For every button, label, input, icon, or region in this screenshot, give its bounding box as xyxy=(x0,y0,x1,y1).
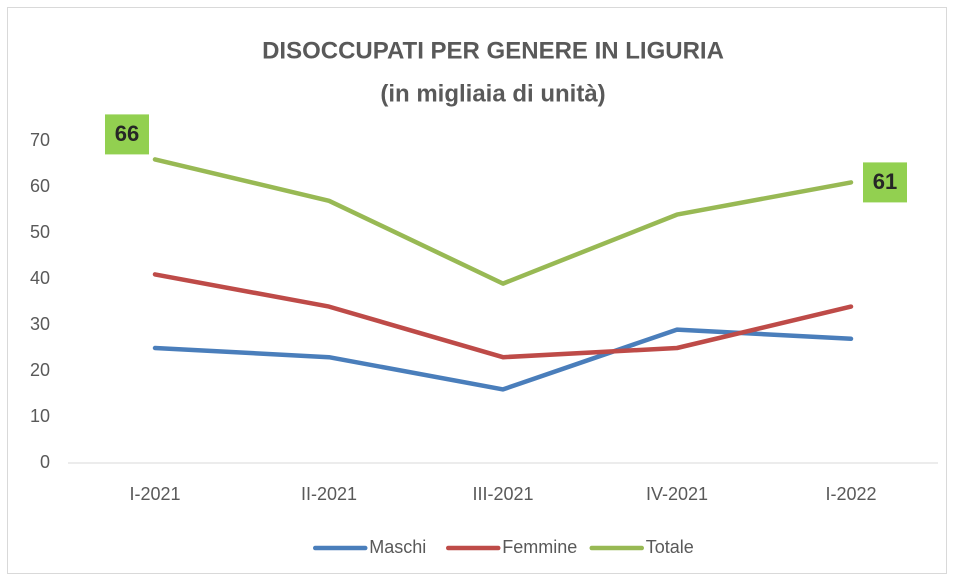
y-tick-label: 60 xyxy=(30,176,50,196)
y-tick-label: 0 xyxy=(40,452,50,472)
y-tick-label: 30 xyxy=(30,314,50,334)
legend-label: Femmine xyxy=(502,537,577,557)
data-label: 66 xyxy=(115,121,139,146)
legend-label: Totale xyxy=(646,537,694,557)
y-tick-label: 40 xyxy=(30,268,50,288)
y-tick-label: 50 xyxy=(30,222,50,242)
data-label: 61 xyxy=(873,169,897,194)
y-tick-label: 10 xyxy=(30,406,50,426)
x-tick-label: I-2021 xyxy=(129,484,180,504)
chart-subtitle: (in migliaia di unità) xyxy=(380,80,605,107)
x-tick-label: II-2021 xyxy=(301,484,357,504)
x-tick-label: III-2021 xyxy=(472,484,533,504)
x-tick-label: IV-2021 xyxy=(646,484,708,504)
chart-border xyxy=(7,7,947,574)
x-tick-label: I-2022 xyxy=(825,484,876,504)
chart-title: DISOCCUPATI PER GENERE IN LIGURIA xyxy=(262,37,724,64)
series-line xyxy=(152,157,854,286)
y-tick-label: 20 xyxy=(30,360,50,380)
data-label-box xyxy=(105,114,149,155)
series-line xyxy=(152,272,854,360)
data-label-box xyxy=(863,162,907,203)
y-tick-label: 70 xyxy=(30,130,50,150)
legend-label: Maschi xyxy=(369,537,426,557)
